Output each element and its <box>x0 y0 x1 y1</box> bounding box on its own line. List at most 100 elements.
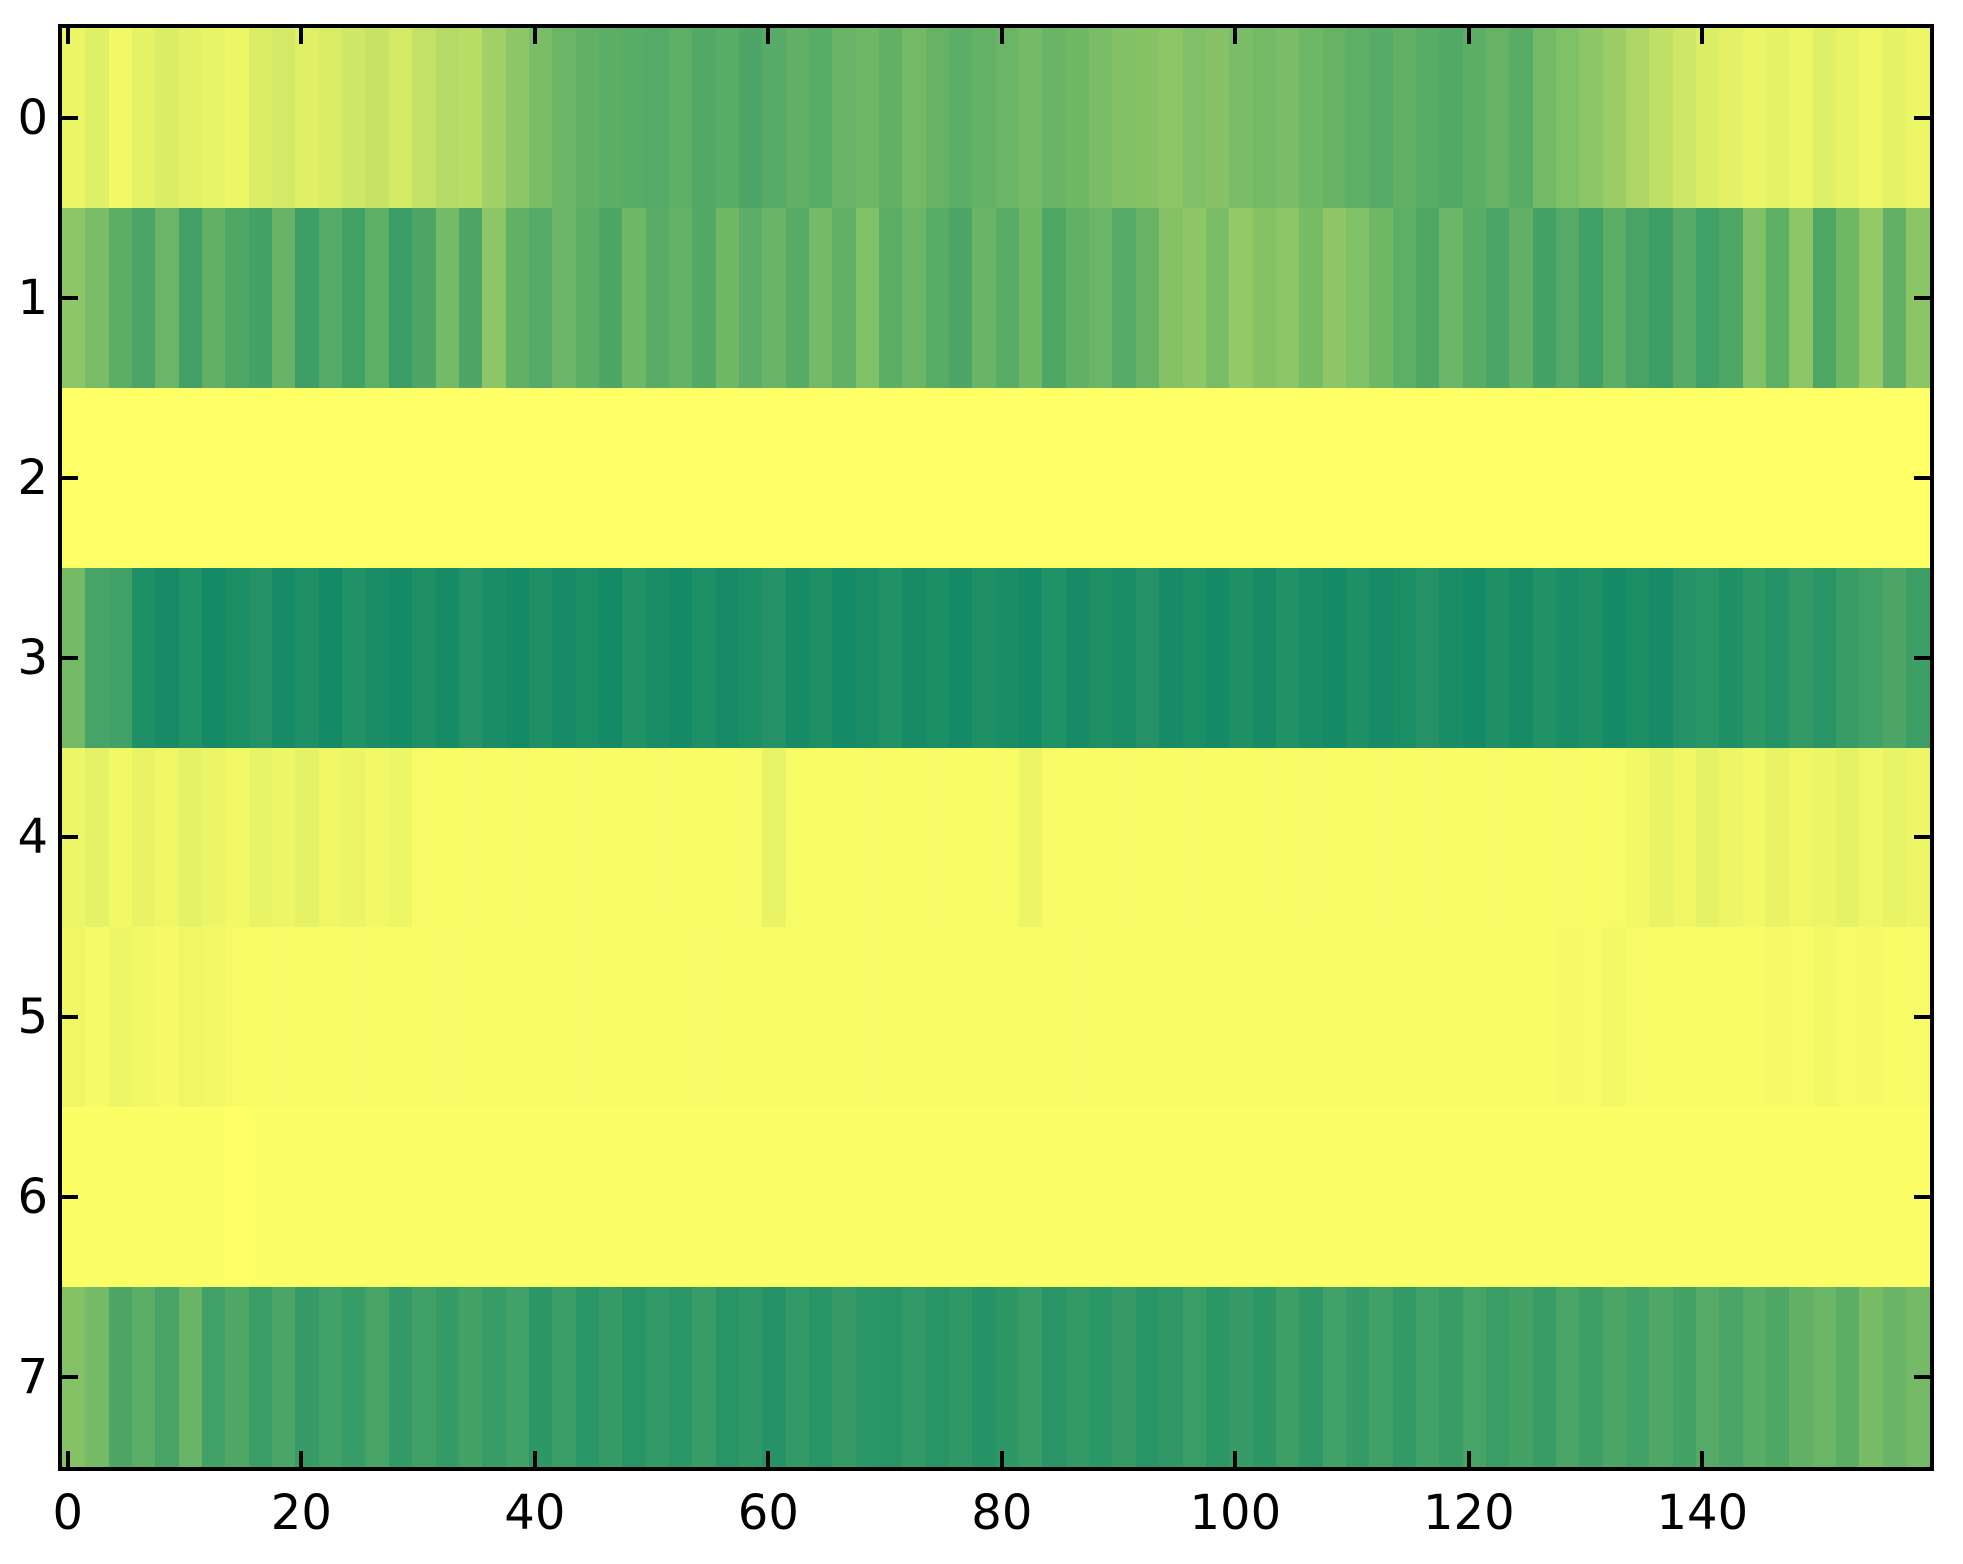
heatmap-cell <box>1345 387 1370 568</box>
heatmap-cell <box>1322 567 1346 748</box>
heatmap-cell <box>1369 28 1393 208</box>
heatmap-cell <box>388 28 413 208</box>
heatmap-cell <box>1859 927 1883 1108</box>
heatmap-cell <box>1135 747 1160 928</box>
heatmap-cell <box>1649 927 1673 1108</box>
heatmap-cell <box>949 1287 973 1467</box>
heatmap-cell <box>925 1107 950 1288</box>
heatmap-cell <box>832 387 856 568</box>
heatmap-cell <box>505 1287 529 1467</box>
heatmap-cell <box>1065 387 1090 568</box>
heatmap-cell <box>1836 207 1860 388</box>
heatmap-cell <box>902 1107 926 1288</box>
x-tick-mark-top <box>1466 28 1471 44</box>
heatmap-row <box>62 927 1930 1108</box>
heatmap-cell <box>1159 747 1183 928</box>
heatmap-cell <box>412 1107 436 1288</box>
heatmap-cell <box>668 927 693 1108</box>
y-tick-label: 2 <box>17 449 48 506</box>
heatmap-cell <box>1602 747 1627 928</box>
heatmap-cell <box>1556 387 1580 568</box>
heatmap-cell <box>295 207 319 388</box>
heatmap-cell <box>552 927 576 1108</box>
heatmap-cell <box>1415 567 1440 748</box>
heatmap-cell <box>342 387 366 568</box>
heatmap-cell <box>1205 927 1230 1108</box>
heatmap-cell <box>1182 747 1206 928</box>
heatmap-cell <box>1719 747 1743 928</box>
heatmap-cell <box>902 387 926 568</box>
x-tick-mark-top <box>299 28 304 44</box>
heatmap-cell <box>879 747 903 928</box>
heatmap-cell <box>1089 567 1113 748</box>
heatmap-cell <box>1159 207 1183 388</box>
heatmap-cell <box>1019 28 1043 208</box>
heatmap-cell <box>1532 567 1556 748</box>
heatmap-cell <box>1392 927 1416 1108</box>
heatmap-cell <box>1229 387 1253 568</box>
heatmap-cell <box>972 28 996 208</box>
heatmap-cell <box>1299 1287 1323 1467</box>
heatmap-cell <box>528 567 553 748</box>
heatmap-cell <box>1182 1107 1206 1288</box>
heatmap-cell <box>1719 567 1743 748</box>
heatmap-cell <box>482 567 506 748</box>
heatmap-cell <box>1345 1287 1370 1467</box>
heatmap-cell <box>1579 1107 1603 1288</box>
heatmap-cell <box>1182 28 1206 208</box>
heatmap-cell <box>1882 387 1907 568</box>
heatmap-cell <box>132 1107 156 1288</box>
heatmap-cell <box>178 207 203 388</box>
heatmap-cell <box>458 747 483 928</box>
heatmap-cell <box>108 747 133 928</box>
heatmap-cell <box>575 1107 599 1288</box>
heatmap-cell <box>202 28 226 208</box>
heatmap-cell <box>1042 567 1066 748</box>
heatmap-cell <box>1579 747 1603 928</box>
heatmap-cell <box>1392 28 1416 208</box>
heatmap-cell <box>1275 927 1300 1108</box>
heatmap-cell <box>178 387 203 568</box>
heatmap-cell <box>995 567 1020 748</box>
heatmap-cell <box>598 1107 623 1288</box>
heatmap-cell <box>295 567 319 748</box>
heatmap-cell <box>1485 387 1510 568</box>
heatmap-cell <box>949 1107 973 1288</box>
heatmap-cell <box>855 207 880 388</box>
heatmap-cell <box>1252 207 1276 388</box>
heatmap-cell <box>365 387 389 568</box>
heatmap-cell <box>108 387 133 568</box>
heatmap-cell <box>1415 747 1440 928</box>
heatmap-cell <box>575 747 599 928</box>
heatmap-cell <box>925 1287 950 1467</box>
heatmap-cell <box>1602 207 1627 388</box>
heatmap-cell <box>832 1287 856 1467</box>
heatmap-cell <box>1369 207 1393 388</box>
heatmap-cell <box>738 1107 763 1288</box>
heatmap-cell <box>528 1287 553 1467</box>
y-tick-mark-left <box>62 655 78 660</box>
heatmap-cell <box>202 567 226 748</box>
heatmap-cell <box>85 1107 109 1288</box>
heatmap-cell <box>1626 207 1650 388</box>
heatmap-cell <box>342 747 366 928</box>
heatmap-cell <box>1135 207 1160 388</box>
heatmap-cell <box>902 28 926 208</box>
heatmap-cell <box>1369 747 1393 928</box>
heatmap-cell <box>1766 747 1790 928</box>
heatmap-cell <box>1019 207 1043 388</box>
heatmap-cell <box>1065 567 1090 748</box>
heatmap-cell <box>1882 1107 1907 1288</box>
heatmap-cell <box>248 387 273 568</box>
heatmap-cell <box>1766 28 1790 208</box>
x-tick-mark-bottom <box>1233 1451 1238 1467</box>
heatmap-cell <box>598 387 623 568</box>
heatmap-cell <box>1766 1287 1790 1467</box>
heatmap-cell <box>132 387 156 568</box>
y-tick-label: 0 <box>17 89 48 146</box>
heatmap-cell <box>318 387 343 568</box>
heatmap-cell <box>1672 1287 1697 1467</box>
heatmap-cell <box>1392 207 1416 388</box>
heatmap-cell <box>1882 747 1907 928</box>
